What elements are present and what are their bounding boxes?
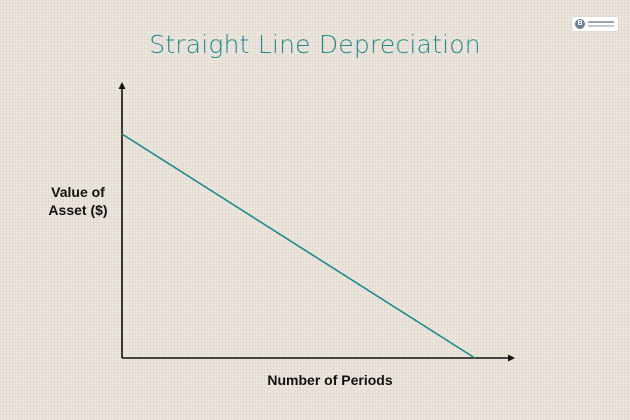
logo-text-lines bbox=[588, 21, 614, 23]
y-axis-label-line-2: Asset ($) bbox=[48, 202, 108, 218]
y-axis-arrow-icon bbox=[118, 82, 126, 89]
brand-logo: B bbox=[572, 17, 618, 31]
depreciation-line bbox=[121, 133, 476, 359]
y-axis-label: Value of Asset ($) bbox=[38, 183, 118, 219]
y-axis-label-line-1: Value of bbox=[51, 184, 105, 200]
chart-title: Straight Line Depreciation bbox=[149, 30, 481, 59]
logo-circle-icon: B bbox=[575, 19, 585, 29]
x-axis-arrow-icon bbox=[508, 354, 515, 362]
x-axis-label: Number of Periods bbox=[267, 372, 393, 388]
